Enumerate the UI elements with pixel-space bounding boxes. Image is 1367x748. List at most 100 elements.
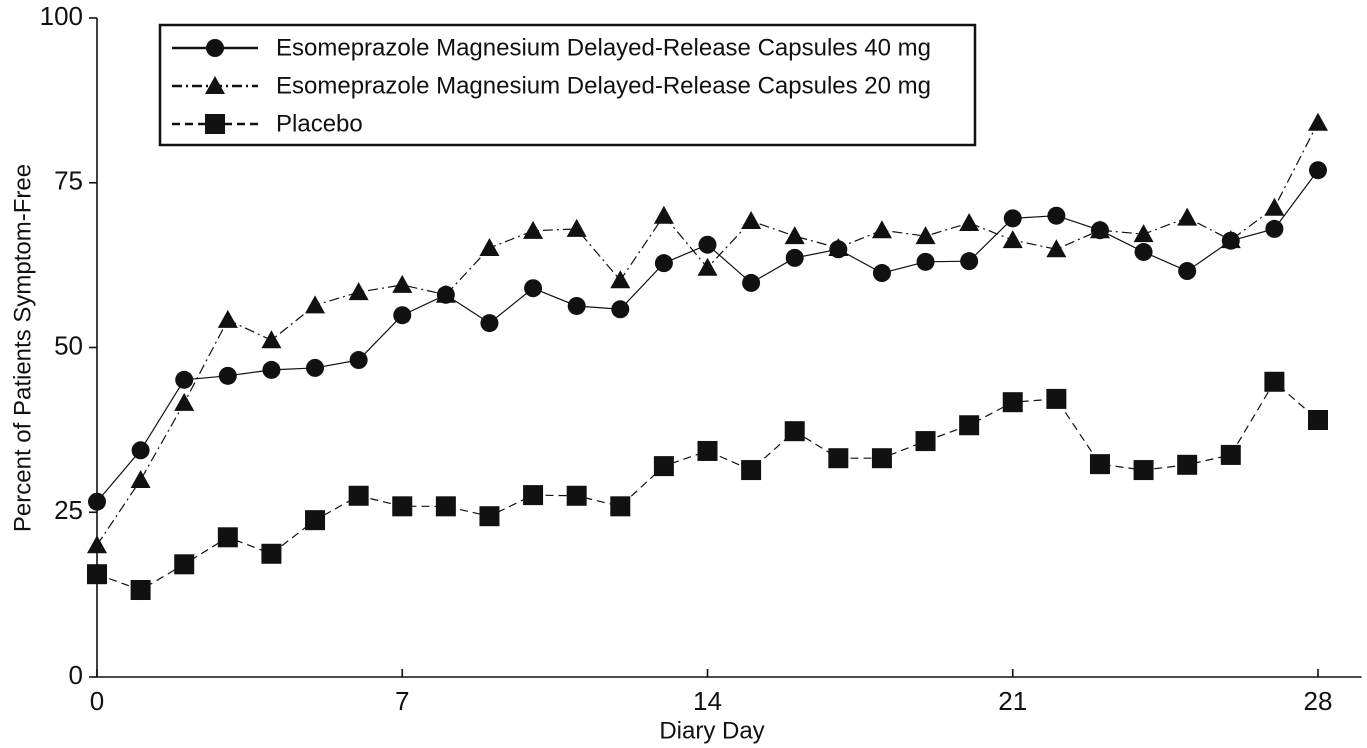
- data-point: [741, 460, 762, 481]
- y-axis-label: Percent of Patients Symptom-Free: [9, 164, 36, 532]
- data-point: [130, 580, 151, 601]
- data-point: [742, 273, 761, 292]
- data-point: [306, 358, 325, 377]
- data-point: [785, 248, 804, 267]
- data-point: [697, 440, 718, 461]
- data-point: [959, 212, 980, 231]
- data-point: [261, 543, 282, 564]
- legend-label: Esomeprazole Magnesium Delayed-Release C…: [276, 72, 931, 99]
- legend-label: Placebo: [276, 110, 363, 137]
- data-point: [828, 448, 849, 469]
- data-point: [435, 284, 456, 303]
- data-point: [784, 226, 805, 245]
- data-point: [566, 218, 587, 237]
- data-point: [566, 485, 587, 506]
- x-tick-label: 21: [998, 686, 1027, 716]
- data-point: [1003, 209, 1022, 228]
- data-point: [1220, 230, 1241, 249]
- x-axis-label: Diary Day: [659, 717, 764, 744]
- x-tick-label: 14: [693, 686, 722, 716]
- data-point: [1177, 454, 1198, 475]
- data-point: [1089, 220, 1110, 239]
- data-point: [610, 270, 631, 289]
- data-point: [348, 282, 369, 301]
- data-point: [87, 535, 107, 554]
- data-point: [1178, 262, 1197, 281]
- data-point: [479, 237, 500, 256]
- data-point: [305, 295, 326, 314]
- data-point: [262, 360, 281, 379]
- legend-box: [158, 23, 977, 147]
- x-tick-label: 28: [1304, 686, 1333, 716]
- data-point: [393, 306, 412, 325]
- legend-marker: [205, 76, 225, 94]
- data-point: [828, 237, 849, 256]
- data-point: [1047, 206, 1066, 225]
- data-point: [915, 226, 936, 245]
- data-point: [1220, 444, 1241, 465]
- data-point: [435, 496, 456, 517]
- data-point: [480, 314, 499, 333]
- y-tick-label: 75: [54, 166, 83, 196]
- data-point: [915, 431, 936, 452]
- data-point: [654, 254, 673, 273]
- data-point: [653, 456, 674, 477]
- data-point: [1046, 239, 1067, 258]
- data-point: [305, 510, 326, 531]
- data-point: [348, 485, 369, 506]
- data-point: [960, 252, 979, 271]
- data-point: [1308, 409, 1328, 430]
- data-point: [871, 448, 892, 469]
- data-point: [1089, 454, 1110, 475]
- legend-marker: [205, 114, 225, 134]
- data-point: [653, 205, 674, 224]
- data-point: [1308, 112, 1328, 131]
- data-point: [524, 279, 543, 298]
- data-point: [1046, 388, 1067, 409]
- data-point: [523, 220, 544, 239]
- data-point: [1134, 242, 1153, 261]
- y-tick-label: 0: [69, 660, 83, 690]
- data-point: [87, 564, 107, 585]
- data-point: [174, 554, 195, 575]
- data-point: [217, 309, 238, 328]
- x-tick-label: 7: [395, 686, 409, 716]
- data-point: [131, 441, 150, 460]
- y-tick-label: 100: [40, 1, 83, 31]
- data-point: [1133, 460, 1154, 481]
- data-point: [349, 351, 368, 370]
- legend-marker: [206, 39, 224, 57]
- data-point: [175, 370, 194, 389]
- data-point: [1177, 207, 1198, 226]
- data-point: [611, 300, 630, 319]
- data-point: [697, 257, 718, 276]
- data-point: [217, 527, 238, 548]
- x-tick-label: 0: [90, 686, 104, 716]
- data-point: [567, 296, 586, 315]
- data-point: [741, 210, 762, 229]
- data-point: [218, 366, 237, 385]
- data-point: [1309, 161, 1327, 180]
- data-point: [698, 235, 717, 254]
- legend-label: Esomeprazole Magnesium Delayed-Release C…: [276, 34, 931, 61]
- data-point: [1264, 197, 1285, 216]
- series-line: [96, 122, 1319, 546]
- data-point: [1264, 371, 1285, 392]
- data-point: [392, 496, 413, 517]
- data-point: [871, 220, 892, 239]
- data-point: [1265, 219, 1284, 238]
- data-point: [610, 496, 631, 517]
- data-point: [523, 485, 544, 506]
- data-point: [1133, 224, 1154, 243]
- data-point: [261, 330, 282, 349]
- data-point: [130, 469, 151, 488]
- data-point: [1002, 392, 1023, 413]
- data-point: [88, 492, 106, 511]
- data-point: [1002, 230, 1023, 249]
- legend: Esomeprazole Magnesium Delayed-Release C…: [158, 23, 977, 147]
- data-point: [959, 415, 980, 436]
- data-point: [916, 252, 935, 271]
- y-tick-label: 50: [54, 330, 83, 360]
